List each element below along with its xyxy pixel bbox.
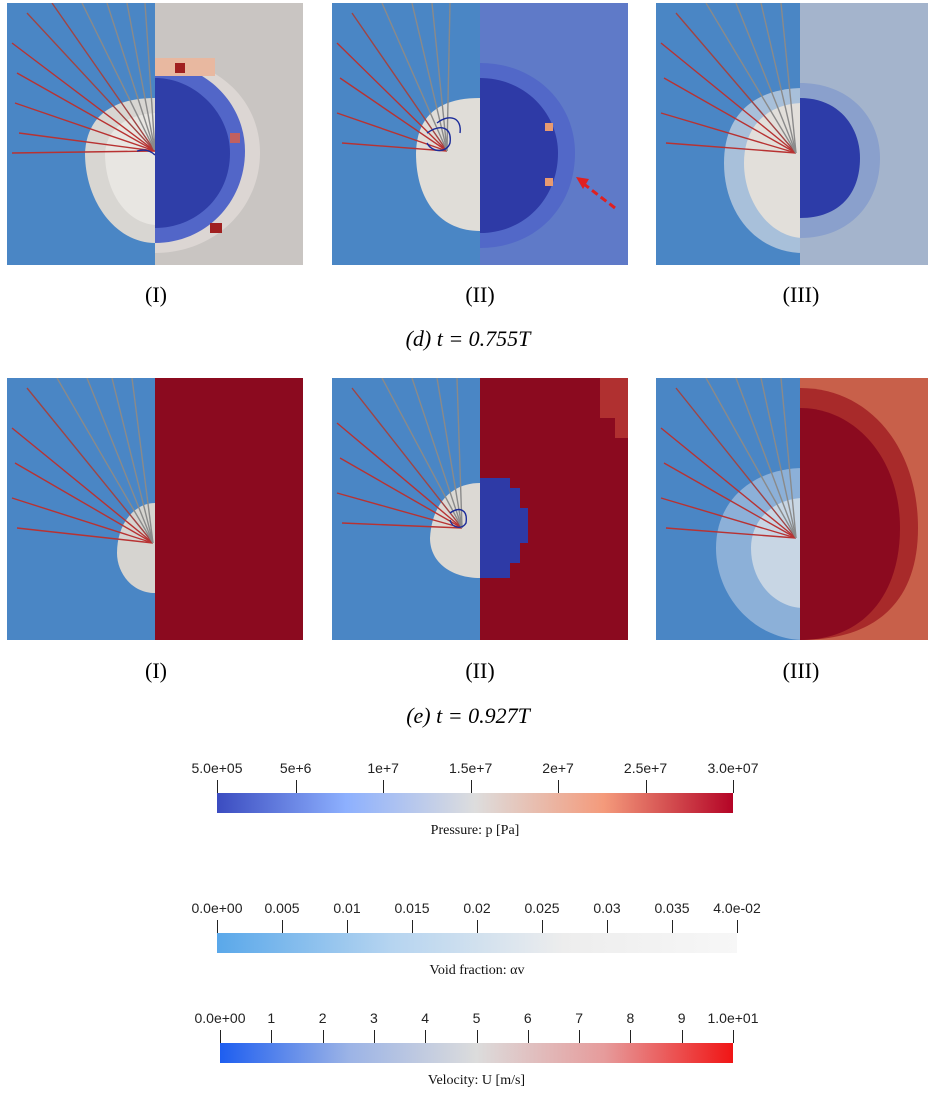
colorbar-tick [476,1030,478,1043]
field-plot-d-iii [656,3,804,265]
colorbar-tick-label: 0.01 [333,900,361,916]
field-plot-e-iii [656,378,804,640]
field-plot-e-ii [332,378,480,640]
colorbar-tick-label: 0.005 [264,900,300,916]
colorbar-tick [412,920,413,933]
colorbar-tick-label: 2 [318,1010,327,1026]
colorbar-gradient [217,933,737,953]
colorbar-tick-label: 0.0e+00 [191,900,243,916]
colorbar-tick [527,1030,529,1043]
colorbar-tick [672,920,673,933]
colorbar-tick-label: 1.0e+01 [707,1010,759,1026]
pressure-plot-e-i [155,378,303,640]
colorbar-gradient [220,1043,733,1063]
panel-d-i-right [155,3,303,265]
panel-d-i [7,3,155,265]
colorbar-tick-label: 5 [472,1010,481,1026]
pressure-plot-d-i [155,3,303,265]
colorbar-tick [681,1030,683,1043]
colorbar-tick [322,1030,324,1043]
colorbar-tick [558,780,560,793]
pressure-colorbar: 5.0e+05 5e+6 1e+7 1.5e+7 2e+7 2.5e+7 3.0e+07 Pr… [192,760,759,840]
panel-e-i [7,378,155,640]
colorbar-tick [373,1030,375,1043]
colorbar-tick [347,920,348,933]
colorbar-tick-label: 2.5e+7 [623,760,668,776]
colorbar-tick-label: 5.0e+05 [191,760,243,776]
colorbar-tick-label: 3.0e+07 [707,760,759,776]
panel-e-iii-right [800,378,928,640]
colorbar-tick-label: 4.0e-02 [713,900,761,916]
velocity-colorbar: 0.0e+00 1 2 3 4 5 6 7 8 9 1.0e+01 Velocity: U [m/s] [195,1010,759,1090]
colorbar-tick [220,1030,221,1043]
colorbar-tick-label: 1.5e+7 [449,760,493,776]
colorbar-tick-label: 6 [523,1010,532,1026]
panel-e-ii-right [480,378,628,640]
panel-d-ii-right [480,3,628,265]
panel-label-e-i: (I) [145,658,167,683]
colorbar-tick [645,780,647,793]
colorbar-tick-label: 1e+7 [367,760,399,776]
pressure-plot-d-iii [800,3,928,265]
panel-label-d-ii: (II) [465,282,495,307]
pressure-plot-e-iii [800,378,928,640]
colorbar-title: Pressure: p [Pa] [430,823,520,838]
field-plot-d-i [7,3,155,265]
colorbar-tick-label: 8 [626,1010,635,1026]
colorbar-tick-label: 4 [421,1010,430,1026]
field-plot-d-ii [332,3,480,265]
colorbar-tick [383,780,385,793]
colorbar-tick [542,920,543,933]
colorbar-tick-label: 2e+7 [542,760,574,776]
colorbar-tick-label: 0.025 [524,900,560,916]
colorbar-tick [477,920,478,933]
void-fraction-colorbar: 0.0e+00 0.005 0.01 0.015 0.02 0.025 0.03 0.035 4… [192,900,761,980]
panel-d-iii-right [800,3,928,265]
pressure-plot-e-ii [480,378,628,640]
colorbar-tick-label: 0.03 [593,900,621,916]
panel-e-i-right [155,378,303,640]
colorbar-tick-label: 1 [267,1010,276,1026]
colorbar-tick [282,920,283,933]
panel-label-e-iii: (III) [782,658,820,683]
colorbar-tick [470,780,472,793]
colorbar-tick-label: 5e+6 [279,760,312,776]
colorbar-tick [733,1030,734,1043]
panel-e-ii [332,378,480,640]
row-caption-e: (e) t = 0.927T [406,703,530,728]
colorbar-tick [217,920,218,933]
colorbar-gradient [217,793,733,813]
colorbar-tick-label: 0.035 [654,900,690,916]
colorbar-tick [425,1030,427,1043]
colorbar-title: Velocity: U [m/s] [427,1073,526,1088]
pressure-plot-d-ii [480,3,628,265]
colorbar-tick [271,1030,273,1043]
field-plot-e-i [7,378,155,640]
panel-label-d-iii: (III) [782,282,820,307]
indicator-arrow [579,179,616,210]
colorbar-title: Void fraction: αv [429,963,525,978]
colorbar-tick [733,780,734,793]
colorbar-tick [607,920,608,933]
panel-d-ii [332,3,480,265]
panel-label-e-ii: (II) [465,658,495,683]
colorbar-tick-label: 7 [575,1010,583,1026]
row-caption-d: (d) t = 0.755T [405,326,531,351]
colorbar-tick [630,1030,632,1043]
panel-label-d-i: (I) [145,282,167,307]
colorbar-tick [737,920,738,933]
panel-e-iii [656,378,804,640]
colorbar-tick-label: 0.0e+00 [194,1010,246,1026]
colorbar-tick-label: 3 [369,1010,378,1026]
colorbar-tick-label: 0.02 [463,900,491,916]
colorbar-tick [295,780,297,793]
colorbar-tick [579,1030,581,1043]
colorbar-tick [217,780,218,793]
colorbar-tick-label: 0.015 [394,900,430,916]
colorbar-tick-label: 9 [677,1010,686,1026]
panel-d-iii [656,3,804,265]
